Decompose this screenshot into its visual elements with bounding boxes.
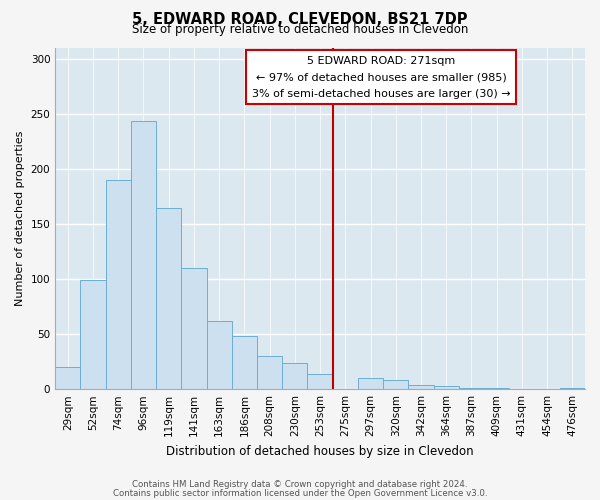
Bar <box>206 321 232 389</box>
Text: 5, EDWARD ROAD, CLEVEDON, BS21 7DP: 5, EDWARD ROAD, CLEVEDON, BS21 7DP <box>132 12 468 28</box>
Bar <box>484 388 509 389</box>
Bar <box>181 268 206 389</box>
Text: Size of property relative to detached houses in Clevedon: Size of property relative to detached ho… <box>132 24 468 36</box>
Bar <box>459 388 484 389</box>
Bar <box>156 208 181 389</box>
Text: Contains HM Land Registry data © Crown copyright and database right 2024.: Contains HM Land Registry data © Crown c… <box>132 480 468 489</box>
Bar <box>55 367 80 389</box>
Text: 5 EDWARD ROAD: 271sqm
← 97% of detached houses are smaller (985)
3% of semi-deta: 5 EDWARD ROAD: 271sqm ← 97% of detached … <box>252 56 511 99</box>
Bar <box>131 122 156 389</box>
Bar <box>409 385 434 389</box>
Bar <box>307 374 332 389</box>
Bar <box>232 336 257 389</box>
Bar <box>358 378 383 389</box>
Bar <box>106 180 131 389</box>
Y-axis label: Number of detached properties: Number of detached properties <box>15 130 25 306</box>
Bar <box>282 362 307 389</box>
Text: Contains public sector information licensed under the Open Government Licence v3: Contains public sector information licen… <box>113 488 487 498</box>
Bar <box>434 386 459 389</box>
X-axis label: Distribution of detached houses by size in Clevedon: Distribution of detached houses by size … <box>166 444 474 458</box>
Bar <box>257 356 282 389</box>
Bar <box>560 388 585 389</box>
Bar <box>80 280 106 389</box>
Bar <box>383 380 409 389</box>
